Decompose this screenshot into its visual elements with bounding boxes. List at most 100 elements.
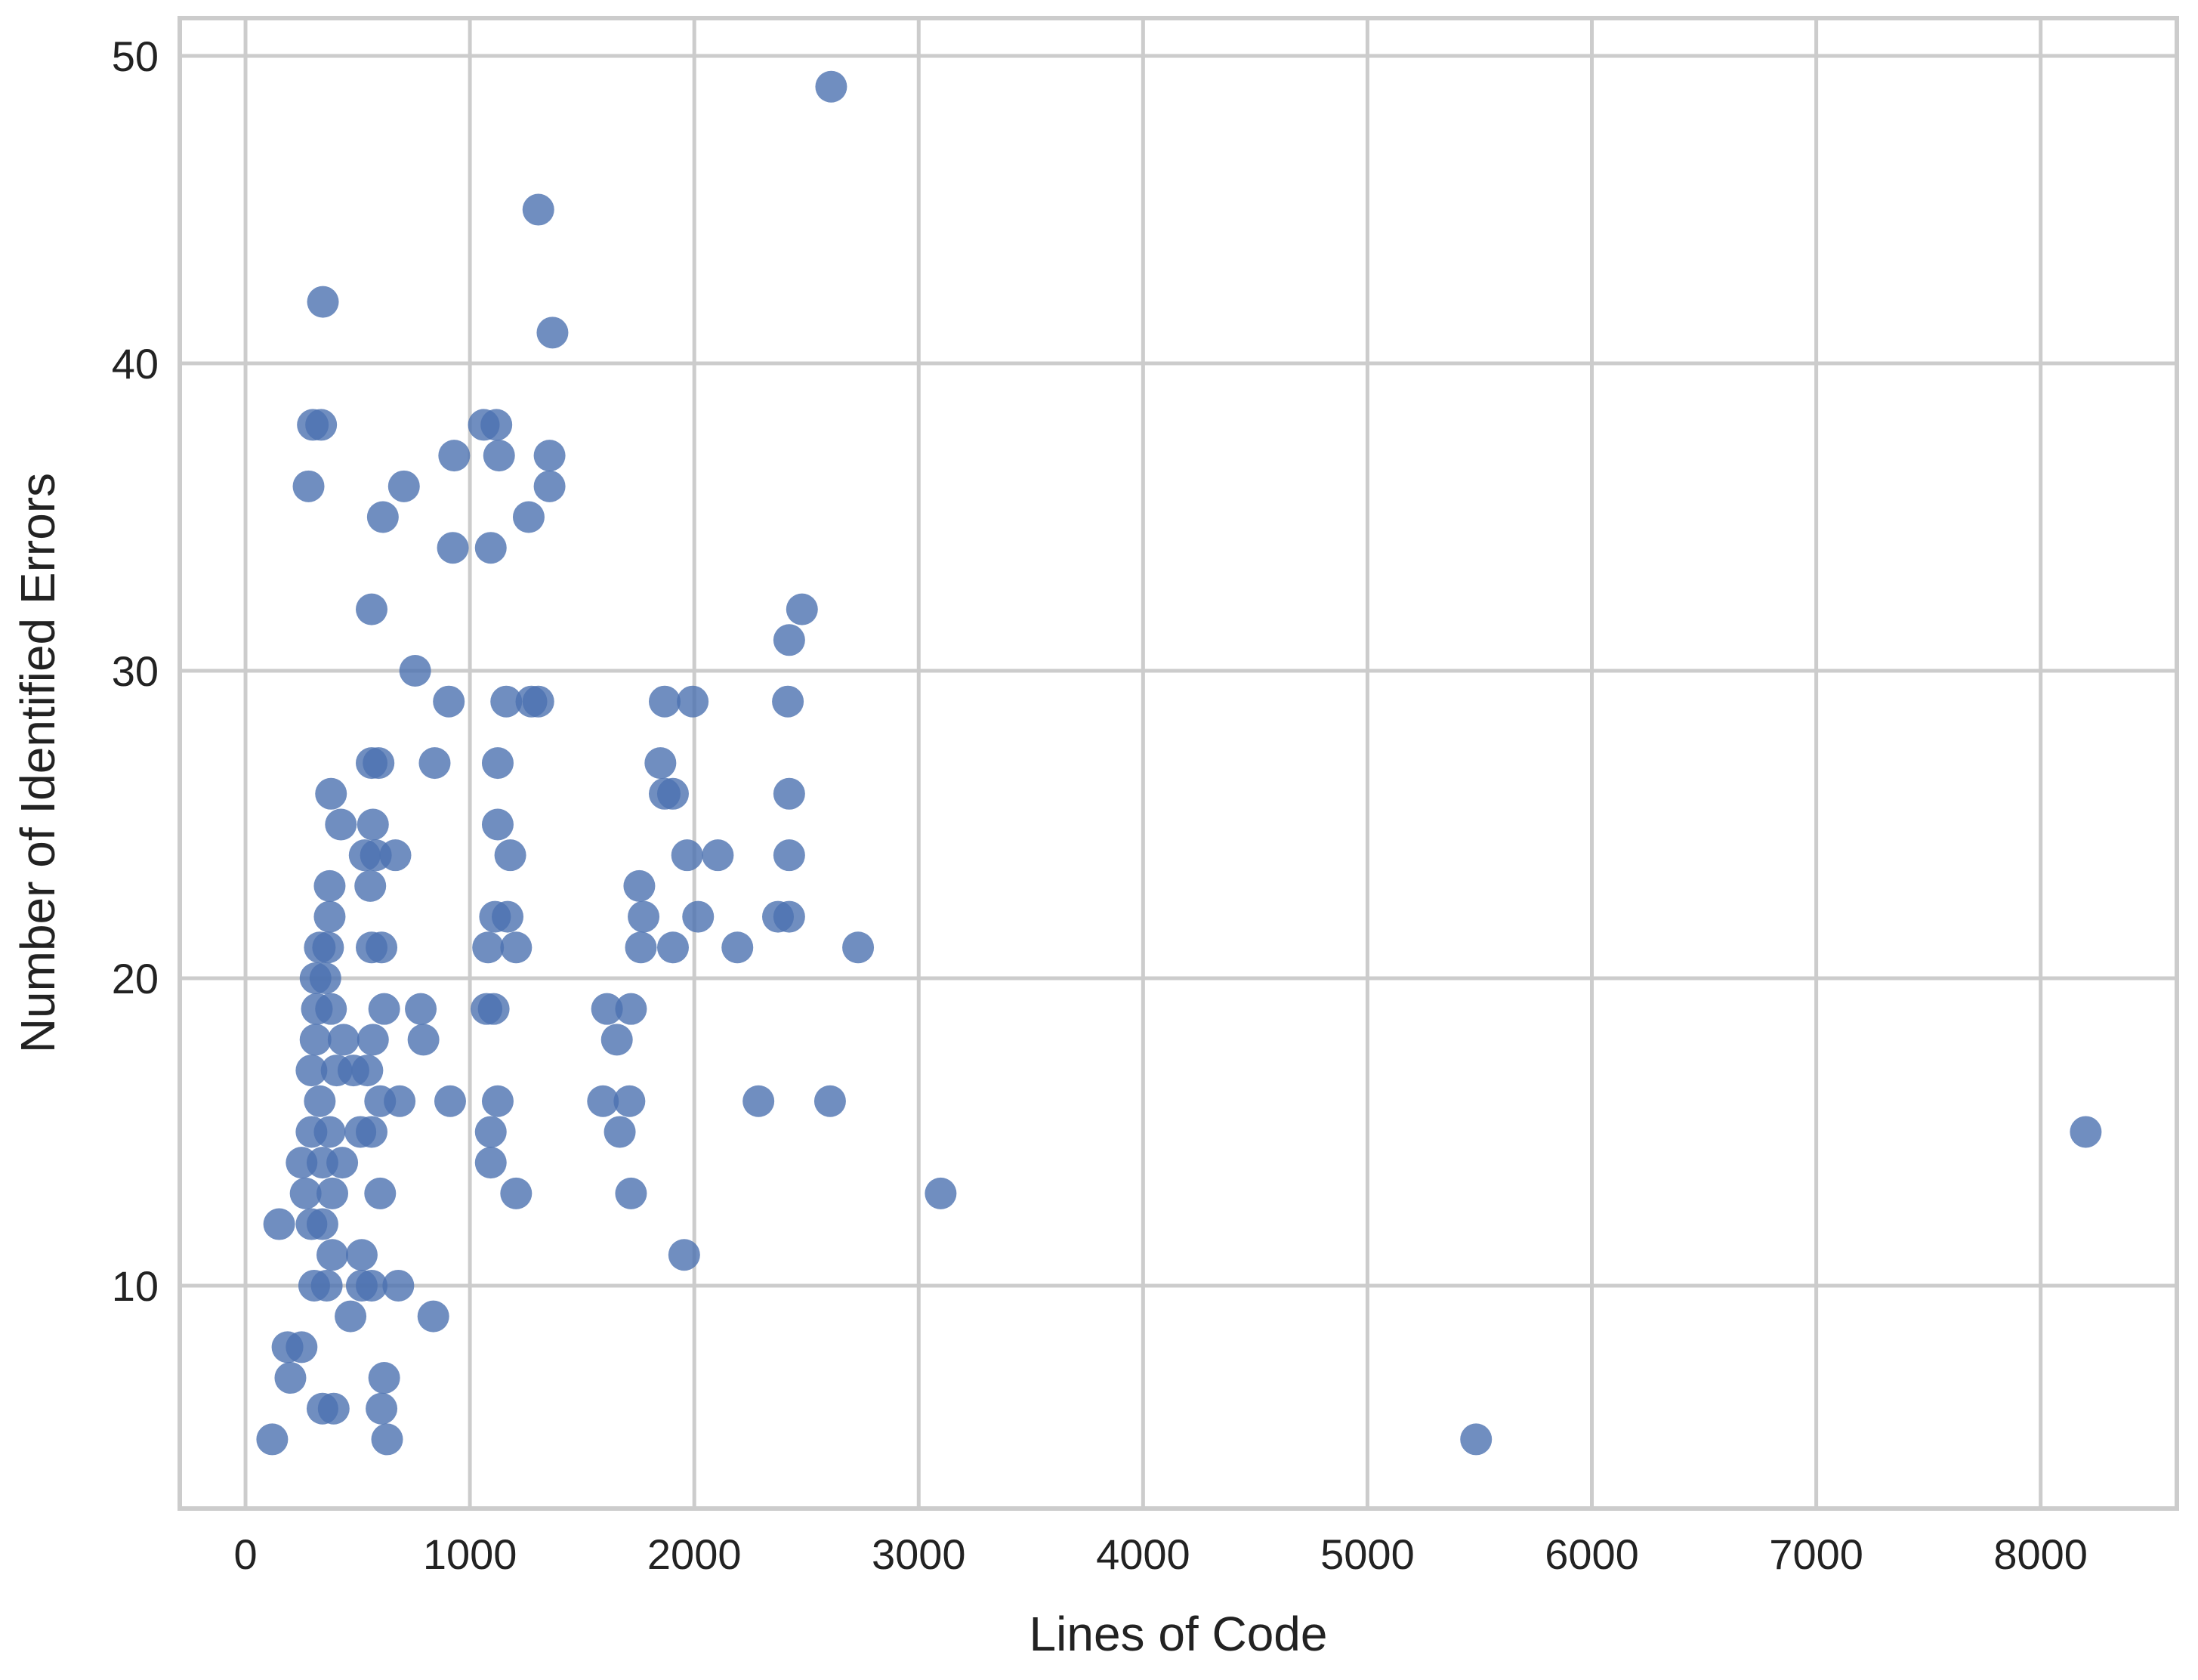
data-point xyxy=(417,1300,449,1333)
data-point xyxy=(384,1085,416,1117)
data-point xyxy=(363,747,395,780)
data-point xyxy=(742,1085,775,1117)
data-point xyxy=(656,931,689,964)
data-point xyxy=(368,1362,400,1394)
data-point xyxy=(307,286,339,318)
data-point xyxy=(786,593,818,625)
data-point xyxy=(371,1423,403,1456)
data-point xyxy=(813,1085,846,1117)
data-point xyxy=(387,470,420,502)
data-point xyxy=(434,1085,466,1117)
data-point xyxy=(263,1208,295,1240)
data-point xyxy=(522,685,554,718)
data-point xyxy=(316,1177,349,1209)
data-point xyxy=(474,532,507,564)
data-point xyxy=(382,1269,415,1302)
y-tick-label: 20 xyxy=(112,955,159,1002)
data-point xyxy=(587,1085,619,1117)
data-point xyxy=(500,931,533,964)
data-point xyxy=(292,470,325,502)
x-tick-label: 4000 xyxy=(1096,1530,1190,1578)
data-point xyxy=(433,685,465,718)
data-point xyxy=(313,900,346,933)
data-point xyxy=(356,1269,388,1302)
data-point xyxy=(490,685,523,718)
y-tick-label: 30 xyxy=(112,647,159,695)
x-axis-label: Lines of Code xyxy=(1030,1607,1328,1661)
data-point xyxy=(481,747,514,780)
data-point xyxy=(656,777,689,810)
data-point xyxy=(345,1239,378,1271)
data-point xyxy=(481,808,514,841)
data-point xyxy=(668,1239,700,1271)
x-tick-label: 5000 xyxy=(1320,1530,1415,1578)
y-tick-label: 50 xyxy=(112,32,159,80)
data-point xyxy=(366,501,399,533)
x-tick-label: 7000 xyxy=(1769,1530,1863,1578)
data-point xyxy=(613,1085,646,1117)
data-point xyxy=(357,808,389,841)
data-point xyxy=(648,685,681,718)
data-point xyxy=(312,931,344,964)
data-point xyxy=(418,747,451,780)
data-point xyxy=(256,1423,289,1456)
x-tick-label: 1000 xyxy=(423,1530,517,1578)
data-point xyxy=(591,993,623,1025)
data-point xyxy=(437,532,469,564)
y-tick-label: 40 xyxy=(112,340,159,388)
data-point xyxy=(366,931,398,964)
data-point xyxy=(306,1208,338,1240)
data-point xyxy=(615,1177,647,1209)
x-tick-label: 6000 xyxy=(1545,1530,1639,1578)
y-axis-label: Number of Identified Errors xyxy=(11,473,65,1053)
data-point xyxy=(317,1392,350,1425)
data-point xyxy=(677,685,709,718)
data-point xyxy=(274,1362,307,1394)
data-point xyxy=(604,1116,636,1148)
data-point xyxy=(615,993,647,1025)
data-point xyxy=(299,1024,332,1056)
data-point xyxy=(477,993,510,1025)
data-point xyxy=(407,1024,440,1056)
data-point xyxy=(366,1392,398,1425)
data-point xyxy=(356,593,388,625)
data-point xyxy=(309,962,341,994)
x-tick-label: 8000 xyxy=(1993,1530,2088,1578)
x-tick-label: 2000 xyxy=(647,1530,742,1578)
data-point xyxy=(289,1177,322,1209)
data-point xyxy=(536,317,569,349)
data-point xyxy=(286,1331,318,1363)
data-point xyxy=(295,1055,328,1087)
data-point xyxy=(315,777,347,810)
data-point xyxy=(500,1177,533,1209)
data-point xyxy=(474,1147,507,1179)
data-point xyxy=(379,839,412,872)
data-point xyxy=(357,1024,389,1056)
data-point xyxy=(671,839,703,872)
data-point xyxy=(1460,1423,1493,1456)
data-point xyxy=(600,1024,633,1056)
data-point xyxy=(533,440,566,472)
data-point xyxy=(533,470,566,502)
data-point xyxy=(772,685,804,718)
data-point xyxy=(325,808,357,841)
data-point xyxy=(628,900,660,933)
data-point xyxy=(313,1116,346,1148)
data-point xyxy=(702,839,734,872)
data-point xyxy=(644,747,677,780)
data-point xyxy=(925,1177,957,1209)
data-point xyxy=(721,931,754,964)
data-point xyxy=(368,993,400,1025)
data-point xyxy=(310,1269,343,1302)
data-point xyxy=(773,777,805,810)
data-point xyxy=(2070,1116,2102,1148)
data-point xyxy=(438,440,471,472)
data-point xyxy=(494,839,526,872)
data-point xyxy=(483,440,515,472)
data-point xyxy=(682,900,715,933)
data-point xyxy=(474,1116,507,1148)
data-point xyxy=(625,931,657,964)
data-point xyxy=(481,1085,514,1117)
